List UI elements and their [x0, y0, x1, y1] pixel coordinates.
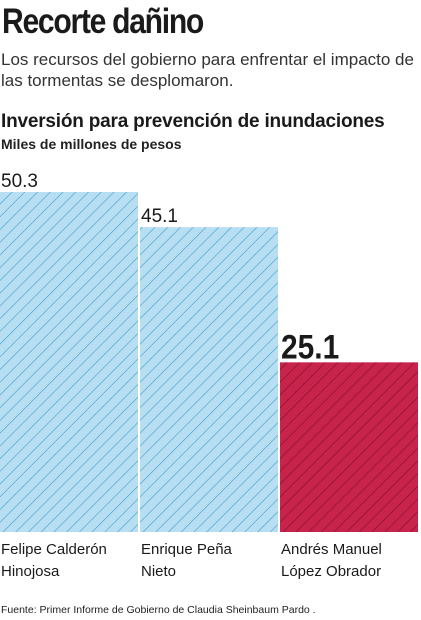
category-label-3-line-2: López Obrador	[281, 563, 381, 580]
headline: Recorte dañino	[2, 2, 204, 41]
category-label-1-line-2: Hinojosa	[1, 563, 60, 580]
category-label-2-line-1: Enrique Peña	[141, 541, 233, 558]
category-label-1-line-1: Felipe Calderón	[1, 541, 107, 558]
bar-chart: 50.3 Felipe Calderón Hinojosa 45.1 Enrique P…	[0, 171, 418, 580]
bar-2	[140, 227, 278, 532]
bar-1	[0, 192, 138, 532]
source-note: Fuente: Primer Informe de Gobierno de Cl…	[1, 604, 316, 616]
value-label-3: 25.1	[281, 328, 339, 366]
category-label-2-line-2: Nieto	[141, 563, 176, 580]
bar-3	[280, 362, 418, 532]
category-label-3-line-1: Andrés Manuel	[281, 541, 382, 558]
chart-title: Inversión para prevención de inundacione…	[1, 111, 385, 132]
subhead: Los recursos del gobierno para enfrentar…	[1, 50, 414, 90]
value-label-2: 45.1	[141, 206, 178, 227]
chart-subtitle: Miles de millones de pesos	[1, 136, 182, 152]
value-label-1: 50.3	[1, 171, 38, 192]
